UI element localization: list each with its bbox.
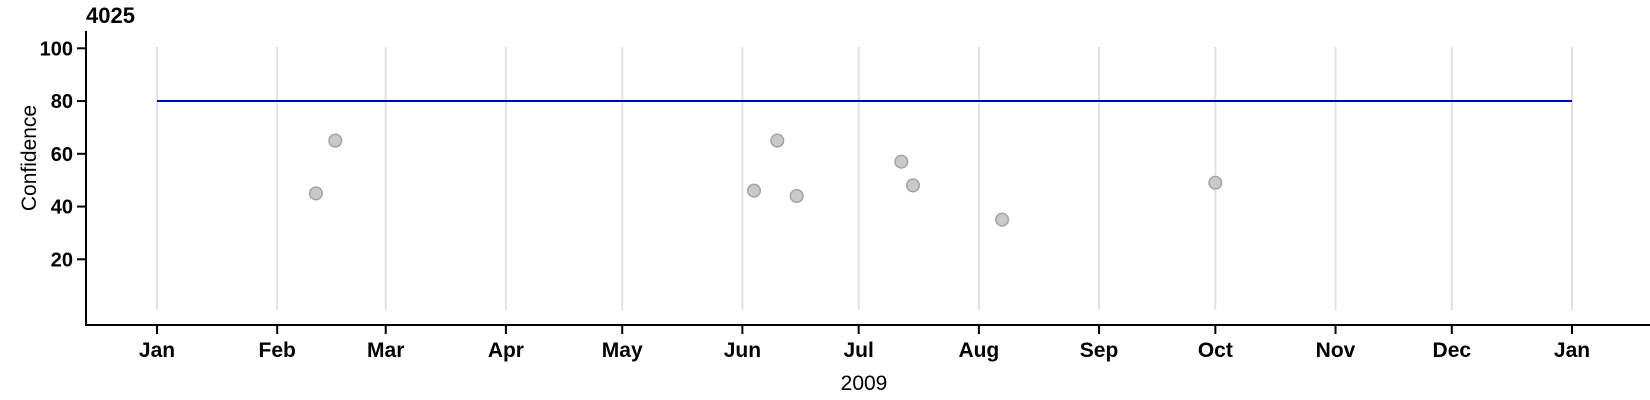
- y-axis-label: Confidence: [18, 105, 41, 211]
- x-tick-label: Jan: [139, 339, 175, 362]
- x-tick-label: Sep: [1080, 339, 1119, 362]
- data-point: [995, 212, 1010, 227]
- x-axis-label: 2009: [841, 372, 888, 395]
- data-point: [746, 183, 762, 198]
- x-tick-label: Oct: [1198, 339, 1233, 362]
- x-tick-label: Jul: [844, 339, 874, 362]
- data-point: [308, 186, 323, 201]
- y-tick-label: 100: [40, 38, 73, 60]
- x-tick-label: Jun: [724, 339, 761, 362]
- y-tick-label: 60: [51, 144, 73, 166]
- data-point: [894, 154, 909, 169]
- y-tick-label: 20: [51, 249, 73, 271]
- month-gridlines: [156, 47, 1573, 310]
- x-tick-label: Dec: [1433, 339, 1472, 362]
- x-tick-label: Nov: [1316, 339, 1356, 362]
- data-points-layer: [308, 133, 1223, 227]
- x-tick-label: Feb: [259, 339, 296, 362]
- data-point: [770, 133, 785, 148]
- x-tick-label: Aug: [958, 339, 999, 362]
- chart-title: 4025: [86, 3, 135, 28]
- y-tick-label: 80: [51, 91, 73, 113]
- data-point: [328, 133, 343, 148]
- x-tick-label: May: [602, 339, 643, 362]
- x-tick-label: Apr: [488, 339, 524, 362]
- y-tick-label: 40: [51, 197, 73, 219]
- x-tick-label: Jan: [1554, 339, 1590, 362]
- x-tick-label: Mar: [367, 339, 404, 362]
- axes-layer: 20 40 60 80 100 Jan Feb Mar Apr May Jun Jul Aug Sep Oc…: [40, 31, 1650, 362]
- data-point: [905, 178, 921, 193]
- data-point: [1208, 175, 1223, 190]
- data-point: [789, 188, 804, 204]
